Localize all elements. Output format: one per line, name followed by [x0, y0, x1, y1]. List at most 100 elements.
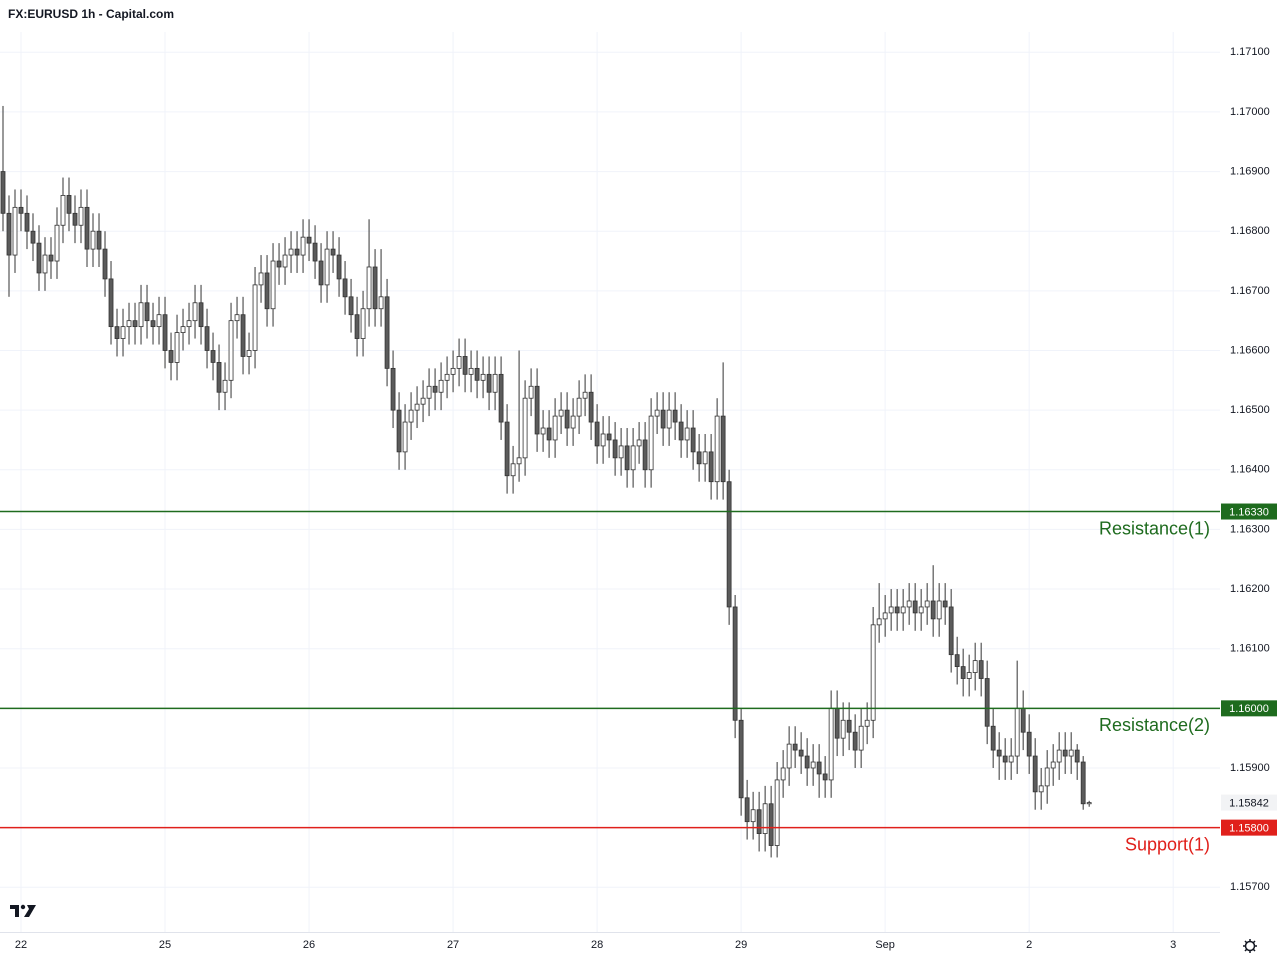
candle-body: [156, 314, 162, 328]
candle-body: [666, 409, 672, 429]
candle-body: [918, 606, 924, 614]
candle-body: [726, 481, 732, 608]
candle-body: [1086, 802, 1092, 805]
y-tick-label: 1.16200: [1230, 583, 1270, 595]
candle-body: [498, 373, 504, 423]
candle-body: [738, 719, 744, 799]
y-tick-label: 1.17100: [1230, 46, 1270, 58]
candle-body: [618, 445, 624, 459]
candle-body: [708, 451, 714, 483]
level-price-box: [1221, 503, 1277, 520]
chart-title: FX:EURUSD 1h - Capital.com: [8, 7, 174, 21]
candle-body: [360, 308, 366, 339]
candle-body: [378, 296, 384, 310]
candle-body: [558, 409, 564, 417]
candle-body: [66, 195, 72, 214]
candle-body: [288, 248, 294, 256]
candle-body: [78, 206, 84, 226]
candle-body: [906, 600, 912, 608]
candle-body: [372, 266, 378, 310]
candle-body: [192, 302, 198, 322]
candle-body: [1050, 761, 1056, 769]
candle-body: [630, 445, 636, 471]
last-price-box: [1221, 794, 1277, 811]
candle-body: [0, 171, 6, 214]
candle-body: [588, 391, 594, 423]
candle-body: [714, 415, 720, 483]
candle-body: [774, 779, 780, 846]
candle-body: [492, 373, 498, 393]
candle-body: [882, 612, 888, 620]
candle-body: [432, 385, 438, 393]
candle-body: [834, 707, 840, 739]
x-tick-label: 22: [15, 939, 27, 951]
candle-body: [36, 242, 42, 274]
candle-body: [732, 606, 738, 721]
candle-body: [762, 803, 768, 834]
candle-body: [948, 606, 954, 656]
candle-body: [174, 332, 180, 363]
candle-body: [936, 600, 942, 620]
candle-body: [1062, 749, 1068, 757]
candle-body: [396, 409, 402, 453]
candle-body: [480, 373, 486, 381]
candle-body: [876, 618, 882, 626]
y-tick-label: 1.16600: [1230, 344, 1270, 356]
candle-body: [990, 725, 996, 751]
y-tick-label: 1.16900: [1230, 165, 1270, 177]
candle-body: [204, 326, 210, 351]
candle-body: [60, 195, 66, 226]
candle-body: [870, 624, 876, 721]
y-tick-label: 1.16300: [1230, 523, 1270, 535]
candle-body: [282, 254, 288, 268]
candle-body: [996, 749, 1002, 757]
candle-body: [582, 391, 588, 399]
candle-body: [450, 367, 456, 375]
candle-body: [348, 296, 354, 316]
candle-body: [516, 457, 522, 465]
candle-body: [486, 373, 492, 393]
candle-body: [84, 206, 90, 250]
candle-body: [246, 350, 252, 357]
candle-body: [576, 397, 582, 417]
grid: [0, 32, 1220, 932]
tv-logo: [10, 904, 36, 917]
y-tick-label: 1.16400: [1230, 464, 1270, 476]
candle-body: [912, 600, 918, 614]
plot: [0, 105, 1092, 858]
candle-body: [456, 356, 462, 369]
candle-body: [438, 379, 444, 393]
candle-body: [240, 314, 246, 357]
candle-body: [642, 439, 648, 471]
candle-body: [216, 362, 222, 393]
candle-body: [792, 743, 798, 751]
y-tick-label: 1.16700: [1230, 285, 1270, 297]
candle-body: [1056, 749, 1062, 763]
candle-body: [114, 326, 120, 339]
level-price-label: 1.16330: [1229, 506, 1269, 518]
candle-body: [384, 296, 390, 369]
candle-body: [354, 314, 360, 339]
candle-body: [318, 260, 324, 286]
candle-body: [1044, 767, 1050, 787]
candle-body: [528, 385, 534, 399]
candle-body: [978, 660, 984, 679]
candle-body: [648, 415, 654, 471]
y-tick-label: 1.15900: [1230, 762, 1270, 774]
candle-body: [330, 248, 336, 256]
candle-body: [96, 230, 102, 250]
candle-body: [42, 254, 48, 274]
candle-body: [186, 320, 192, 328]
candle-body: [594, 421, 600, 447]
candle-body: [684, 427, 690, 441]
candle-body: [1020, 707, 1026, 733]
candle-body: [342, 278, 348, 298]
candle-body: [1038, 785, 1044, 793]
candle-body: [852, 731, 858, 751]
candle-body: [414, 403, 420, 411]
candle-body: [24, 212, 30, 232]
candle-body: [444, 373, 450, 381]
settings-icon[interactable]: [1243, 939, 1257, 953]
candle-body: [1068, 749, 1074, 757]
level-price-label: 1.16000: [1229, 703, 1269, 715]
